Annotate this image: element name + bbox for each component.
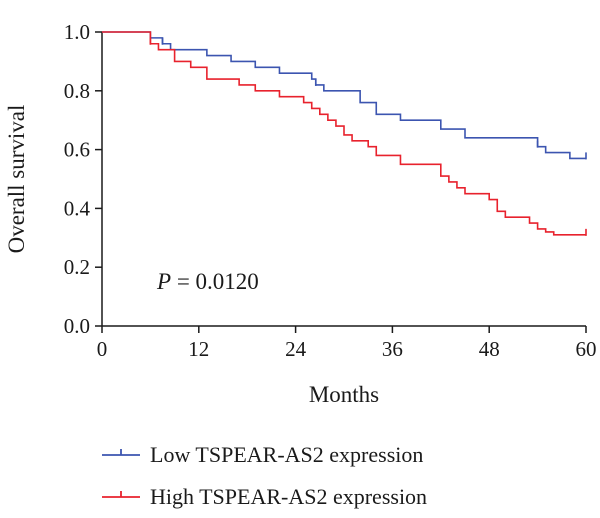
legend-label: Low TSPEAR-AS2 expression: [150, 442, 423, 467]
y-tick-label: 0.6: [64, 138, 90, 162]
x-tick-label: 36: [382, 337, 403, 361]
x-tick-label: 12: [188, 337, 209, 361]
series-line-1: [102, 31, 586, 236]
legend-label: High TSPEAR-AS2 expression: [150, 484, 427, 509]
y-tick-label: 0.0: [64, 314, 90, 338]
y-tick-label: 0.8: [64, 79, 90, 103]
x-axis-title: Months: [309, 382, 379, 407]
x-tick-label: 24: [285, 337, 307, 361]
p-symbol: P: [156, 269, 171, 294]
p-value-annotation: P = 0.0120: [156, 269, 259, 294]
y-tick-label: 0.2: [64, 255, 90, 279]
y-tick-label: 1.0: [64, 20, 90, 44]
p-value: = 0.0120: [171, 269, 259, 294]
y-tick-label: 0.4: [64, 196, 91, 220]
x-tick-label: 48: [479, 337, 500, 361]
axis-ticks: 0 12 24 36 48 60 0.0 0.2 0.4 0.6 0.8 1.0: [64, 20, 597, 361]
series-layer: [102, 31, 587, 236]
x-tick-label: 60: [576, 337, 597, 361]
legend: Low TSPEAR-AS2 expression High TSPEAR-AS2…: [102, 442, 427, 509]
y-axis-title: Overall survival: [4, 105, 29, 254]
series-line-0: [102, 31, 586, 160]
x-tick-label: 0: [97, 337, 108, 361]
